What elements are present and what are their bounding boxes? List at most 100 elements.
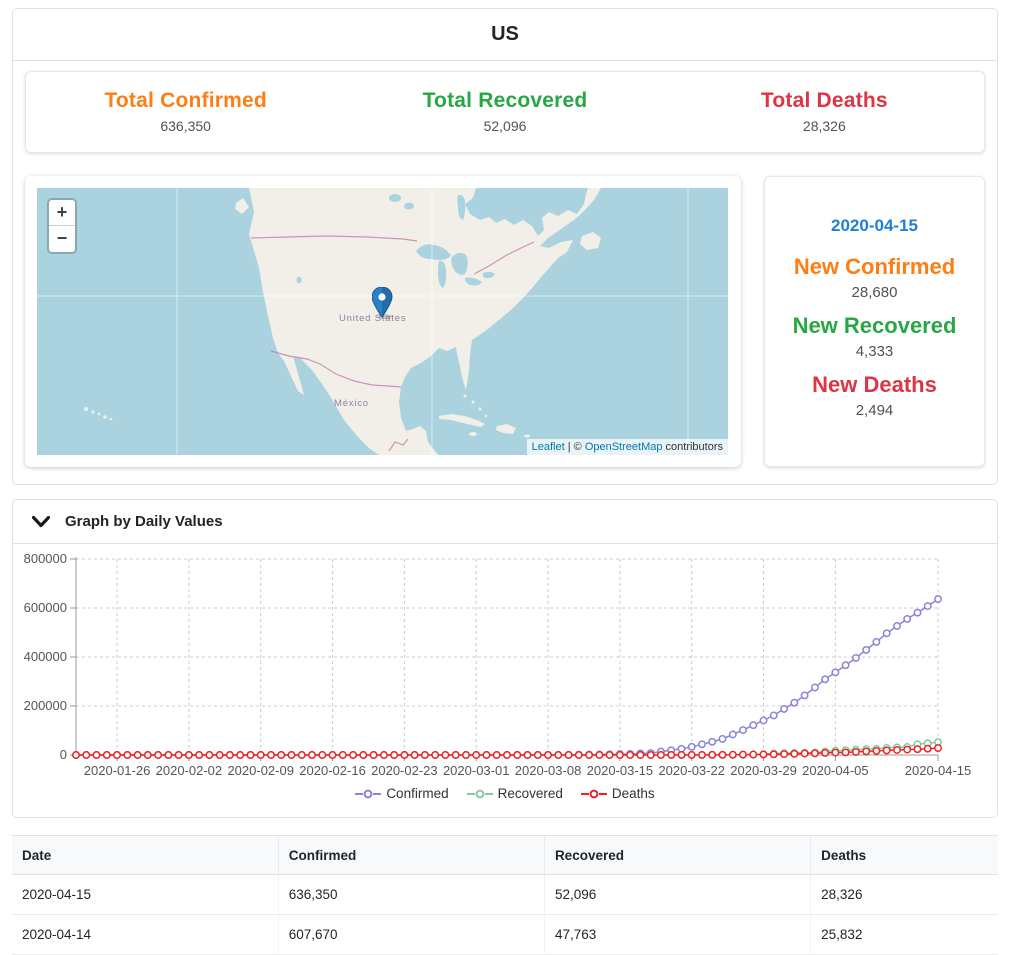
daily-values-card: 2020-04-15 New Confirmed 28,680 New Reco… xyxy=(764,176,985,467)
graph-section: Graph by Daily Values 0 200000 400000 60000… xyxy=(12,499,998,818)
svg-text:600000: 600000 xyxy=(24,600,67,615)
hawaii xyxy=(91,410,95,414)
total-confirmed-value: 636,350 xyxy=(160,118,211,134)
great-salt-lake xyxy=(296,276,302,284)
legend-line-icon xyxy=(580,789,607,798)
table-cell: 28,326 xyxy=(810,874,998,915)
table-cell: 47,763 xyxy=(543,914,811,955)
lake-erie xyxy=(465,277,482,286)
chart-x-tick-labels: 2020-01-26 2020-02-02 2020-02-09 2020-02-16… xyxy=(84,763,971,778)
openstreetmap-link[interactable]: OpenStreetMap xyxy=(584,441,663,453)
bahamas xyxy=(471,400,475,404)
svg-text:2020-02-23: 2020-02-23 xyxy=(371,763,438,778)
map-land xyxy=(84,188,601,455)
svg-text:2020-03-29: 2020-03-29 xyxy=(730,763,797,778)
daily-values-chart: 0 200000 400000 600000 800000 2020-01-26 2020-… xyxy=(13,544,997,817)
attribution-suffix: contributors xyxy=(662,441,723,453)
hawaii xyxy=(103,415,107,419)
us-mexico-border xyxy=(270,350,402,388)
legend-item-recovered: Recovered xyxy=(466,786,563,801)
chart-legend: Confirmed Recovered Deaths xyxy=(23,784,987,815)
zoom-out-button[interactable]: − xyxy=(49,226,75,252)
lake xyxy=(483,204,487,208)
new-deaths-label: New Deaths xyxy=(812,372,937,397)
new-recovered-label: New Recovered xyxy=(792,313,957,338)
map-lakes xyxy=(296,194,495,288)
table-cell: 636,350 xyxy=(277,874,545,915)
legend-label: Confirmed xyxy=(386,786,449,801)
table-header: Date Confirmed Recovered Deaths xyxy=(12,835,998,875)
new-confirmed-value: 28,680 xyxy=(851,284,898,301)
svg-text:0: 0 xyxy=(60,747,67,762)
map-marker-icon[interactable] xyxy=(372,287,394,319)
legend-label: Recovered xyxy=(497,786,563,801)
map[interactable]: United States México + − Leaf xyxy=(37,188,728,455)
page-title: US xyxy=(13,9,997,61)
hispaniola xyxy=(496,424,516,434)
column-header-confirmed: Confirmed xyxy=(277,835,545,875)
column-header-recovered: Recovered xyxy=(543,835,811,875)
lake xyxy=(389,194,401,202)
svg-text:2020-04-15: 2020-04-15 xyxy=(905,763,972,778)
leaflet-link[interactable]: Leaflet xyxy=(531,441,565,453)
svg-text:400000: 400000 xyxy=(24,649,67,664)
daily-data-table: Date Confirmed Recovered Deaths 2020-04-15 6… xyxy=(12,835,998,955)
st-lawrence-border xyxy=(473,241,535,275)
newfoundland xyxy=(580,232,601,250)
zoom-in-button[interactable]: + xyxy=(49,200,75,226)
svg-text:2020-04-05: 2020-04-05 xyxy=(802,763,869,778)
chart-y-tick-labels: 0 200000 400000 600000 800000 xyxy=(24,551,67,762)
legend-item-deaths: Deaths xyxy=(580,786,655,801)
lake-michigan xyxy=(438,260,447,288)
map-place-labels: United States México xyxy=(334,313,406,409)
lake-winnipeg xyxy=(457,194,466,220)
svg-text:2020-02-16: 2020-02-16 xyxy=(299,763,366,778)
series-deaths xyxy=(72,744,942,759)
lake xyxy=(404,202,414,210)
graph-collapse-toggle[interactable]: Graph by Daily Values xyxy=(13,500,997,544)
lake xyxy=(471,197,477,203)
svg-text:2020-01-26: 2020-01-26 xyxy=(84,763,151,778)
svg-text:800000: 800000 xyxy=(24,553,67,566)
cuba xyxy=(439,414,485,427)
legend-label: Deaths xyxy=(611,786,655,801)
total-confirmed-label: Total Confirmed xyxy=(104,89,267,112)
svg-text:2020-02-02: 2020-02-02 xyxy=(156,763,223,778)
map-attribution: Leaflet | © OpenStreetMap contributors xyxy=(526,439,728,455)
lake-ontario xyxy=(482,271,495,279)
hawaii xyxy=(84,407,88,411)
total-confirmed-block: Total Confirmed 636,350 xyxy=(26,89,345,134)
country-panel-body: Total Confirmed 636,350 Total Recovered … xyxy=(13,61,997,484)
bahamas xyxy=(463,394,467,398)
table-cell: 607,670 xyxy=(277,914,545,955)
country-panel: US Total Confirmed 636,350 Total Recover… xyxy=(12,8,998,485)
chart-axes xyxy=(70,557,939,761)
map-card: United States México + − Leaf xyxy=(25,176,741,467)
svg-text:2020-02-09: 2020-02-09 xyxy=(227,763,294,778)
north-america-landmass xyxy=(249,188,601,455)
svg-text:2020-03-08: 2020-03-08 xyxy=(515,763,582,778)
map-country-borders xyxy=(250,235,535,452)
daily-date: 2020-04-15 xyxy=(831,216,918,235)
table-cell: 2020-04-14 xyxy=(12,914,279,955)
legend-line-icon xyxy=(355,789,382,798)
map-zoom-control: + − xyxy=(47,198,77,254)
svg-text:2020-03-15: 2020-03-15 xyxy=(587,763,654,778)
table-cell: 52,096 xyxy=(543,874,811,915)
mexico-guatemala-border xyxy=(388,438,409,452)
table-row: 2020-04-14 607,670 47,763 25,832 xyxy=(12,914,998,955)
lake-superior xyxy=(416,244,451,260)
table-row: 2020-04-15 636,350 52,096 28,326 xyxy=(12,874,998,915)
total-deaths-value: 28,326 xyxy=(802,118,846,134)
bahamas xyxy=(478,407,482,411)
bahamas xyxy=(484,414,488,418)
svg-text:2020-03-01: 2020-03-01 xyxy=(443,763,510,778)
hawaii xyxy=(97,412,101,416)
column-header-date: Date xyxy=(12,835,279,875)
jamaica xyxy=(469,432,477,436)
chart-gridlines xyxy=(76,558,939,756)
series-confirmed xyxy=(72,595,942,759)
map-basemap: United States México xyxy=(37,188,728,455)
new-deaths-value: 2,494 xyxy=(855,402,894,419)
